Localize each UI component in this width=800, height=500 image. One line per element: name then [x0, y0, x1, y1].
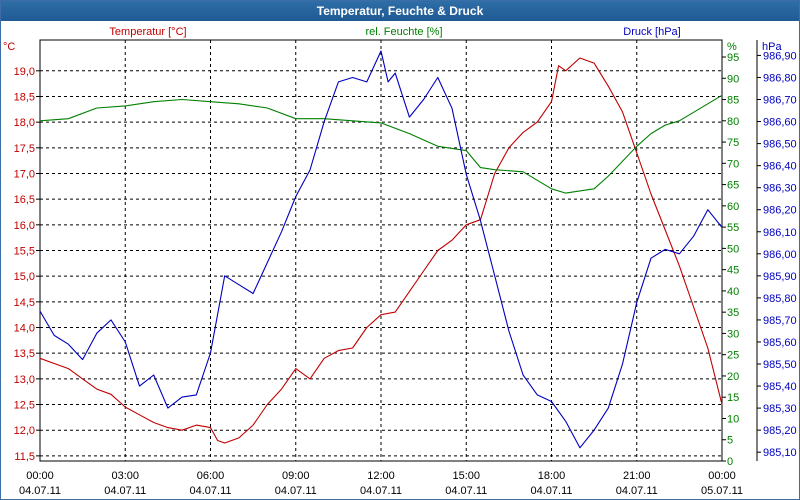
right-tick-label-pressure: 985,20: [763, 425, 797, 437]
axis-labels: 00:00 04.07.11 03:00 04.07.11 06:00 04.07.11 0…: [14, 50, 797, 497]
window-title: Temperatur, Feuchte & Druck: [1, 1, 799, 21]
x-tick-time: 15:00: [452, 470, 480, 482]
right-tick-label-humidity: 85: [727, 95, 739, 107]
left-tick-label: 18,5: [14, 91, 35, 103]
right-tick-label-humidity: 65: [727, 180, 739, 192]
x-tick-date: 04.07.11: [19, 485, 61, 497]
right-tick-label-humidity: 60: [727, 201, 739, 213]
left-axis-unit: °C: [3, 41, 15, 53]
left-tick-label: 17,0: [14, 168, 35, 180]
right-tick-label-pressure: 985,90: [763, 271, 797, 283]
legend-humidity: rel. Feuchte [%]: [365, 26, 442, 38]
x-tick-time: 06:00: [197, 470, 225, 482]
left-tick-label: 15,0: [14, 271, 35, 283]
right-tick-label-pressure: 986,20: [763, 205, 797, 217]
left-tick-label: 16,5: [14, 194, 35, 206]
series-lines: [39, 50, 723, 449]
right-tick-label-humidity: 30: [727, 328, 739, 340]
left-tick-label: 12,5: [14, 400, 35, 412]
right-tick-label-pressure: 986,40: [763, 161, 797, 173]
right-tick-label-pressure: 986,50: [763, 139, 797, 151]
left-tick-label: 14,5: [14, 297, 35, 309]
right-tick-label-humidity: 95: [727, 52, 739, 64]
right-tick-label-pressure: 985,70: [763, 315, 797, 327]
right-tick-label-pressure: 985,80: [763, 293, 797, 305]
right-tick-label-pressure: 986,00: [763, 249, 797, 261]
right-axis-unit-pressure: hPa: [762, 41, 782, 53]
right-tick-label-pressure: 986,80: [763, 72, 797, 84]
right-tick-label-humidity: 55: [727, 222, 739, 234]
left-tick-label: 15,5: [14, 246, 35, 258]
x-tick-time: 12:00: [367, 470, 395, 482]
right-tick-label-humidity: 35: [727, 307, 739, 319]
right-tick-label-humidity: 70: [727, 158, 739, 170]
x-tick-time: 09:00: [282, 470, 310, 482]
left-tick-label: 19,0: [14, 66, 35, 78]
x-tick-time: 03:00: [111, 470, 139, 482]
x-tick-time: 00:00: [26, 470, 54, 482]
right-tick-label-pressure: 985,50: [763, 359, 797, 371]
right-tick-label-pressure: 986,30: [763, 183, 797, 195]
right-tick-label-humidity: 50: [727, 243, 739, 255]
x-tick-date: 04.07.11: [104, 485, 146, 497]
right-tick-label-pressure: 985,10: [763, 447, 797, 459]
right-axis-unit-humidity: %: [727, 41, 737, 53]
left-tick-label: 11,5: [14, 451, 35, 463]
series-temperature-line: [39, 57, 723, 444]
right-tick-label-pressure: 986,10: [763, 227, 797, 239]
x-tick-date: 04.07.11: [360, 485, 402, 497]
right-tick-label-humidity: 10: [727, 413, 739, 425]
right-tick-label-pressure: 986,70: [763, 95, 797, 107]
right-tick-label-humidity: 15: [727, 392, 739, 404]
left-tick-label: 14,0: [14, 323, 35, 335]
right-tick-label-pressure: 985,60: [763, 337, 797, 349]
x-tick-time: 21:00: [623, 470, 651, 482]
x-tick-time: 18:00: [538, 470, 566, 482]
x-tick-date: 04.07.11: [445, 485, 487, 497]
right-tick-label-humidity: 40: [727, 286, 739, 298]
x-tick-date: 04.07.11: [616, 485, 658, 497]
right-tick-label-humidity: 0: [727, 456, 733, 468]
x-tick-date: 04.07.11: [189, 485, 231, 497]
series-pressure-line: [39, 50, 723, 449]
right-tick-label-pressure: 985,40: [763, 381, 797, 393]
grid-lines: [36, 40, 761, 462]
right-tick-label-humidity: 45: [727, 265, 739, 277]
right-tick-label-humidity: 75: [727, 137, 739, 149]
right-tick-label-humidity: 20: [727, 371, 739, 383]
right-tick-label-pressure: 985,30: [763, 403, 797, 415]
x-tick-date: 05.07.11: [701, 485, 743, 497]
right-tick-label-pressure: 986,60: [763, 117, 797, 129]
right-tick-label-humidity: 80: [727, 116, 739, 128]
left-tick-label: 13,0: [14, 374, 35, 386]
legend-temperature: Temperatur [°C]: [109, 26, 186, 38]
right-tick-label-humidity: 5: [727, 435, 733, 447]
right-tick-label-humidity: 90: [727, 73, 739, 85]
left-tick-label: 12,0: [14, 425, 35, 437]
right-tick-label-pressure: 986,90: [763, 50, 797, 62]
right-tick-label-humidity: 25: [727, 350, 739, 362]
series-humidity-line: [39, 94, 723, 194]
left-tick-label: 17,5: [14, 143, 35, 155]
x-tick-date: 04.07.11: [275, 485, 317, 497]
legend-pressure: Druck [hPa]: [623, 26, 680, 38]
x-tick-date: 04.07.11: [530, 485, 572, 497]
left-tick-label: 18,0: [14, 117, 35, 129]
x-tick-time: 00:00: [708, 470, 736, 482]
left-tick-label: 13,5: [14, 348, 35, 360]
left-tick-label: 16,0: [14, 220, 35, 232]
